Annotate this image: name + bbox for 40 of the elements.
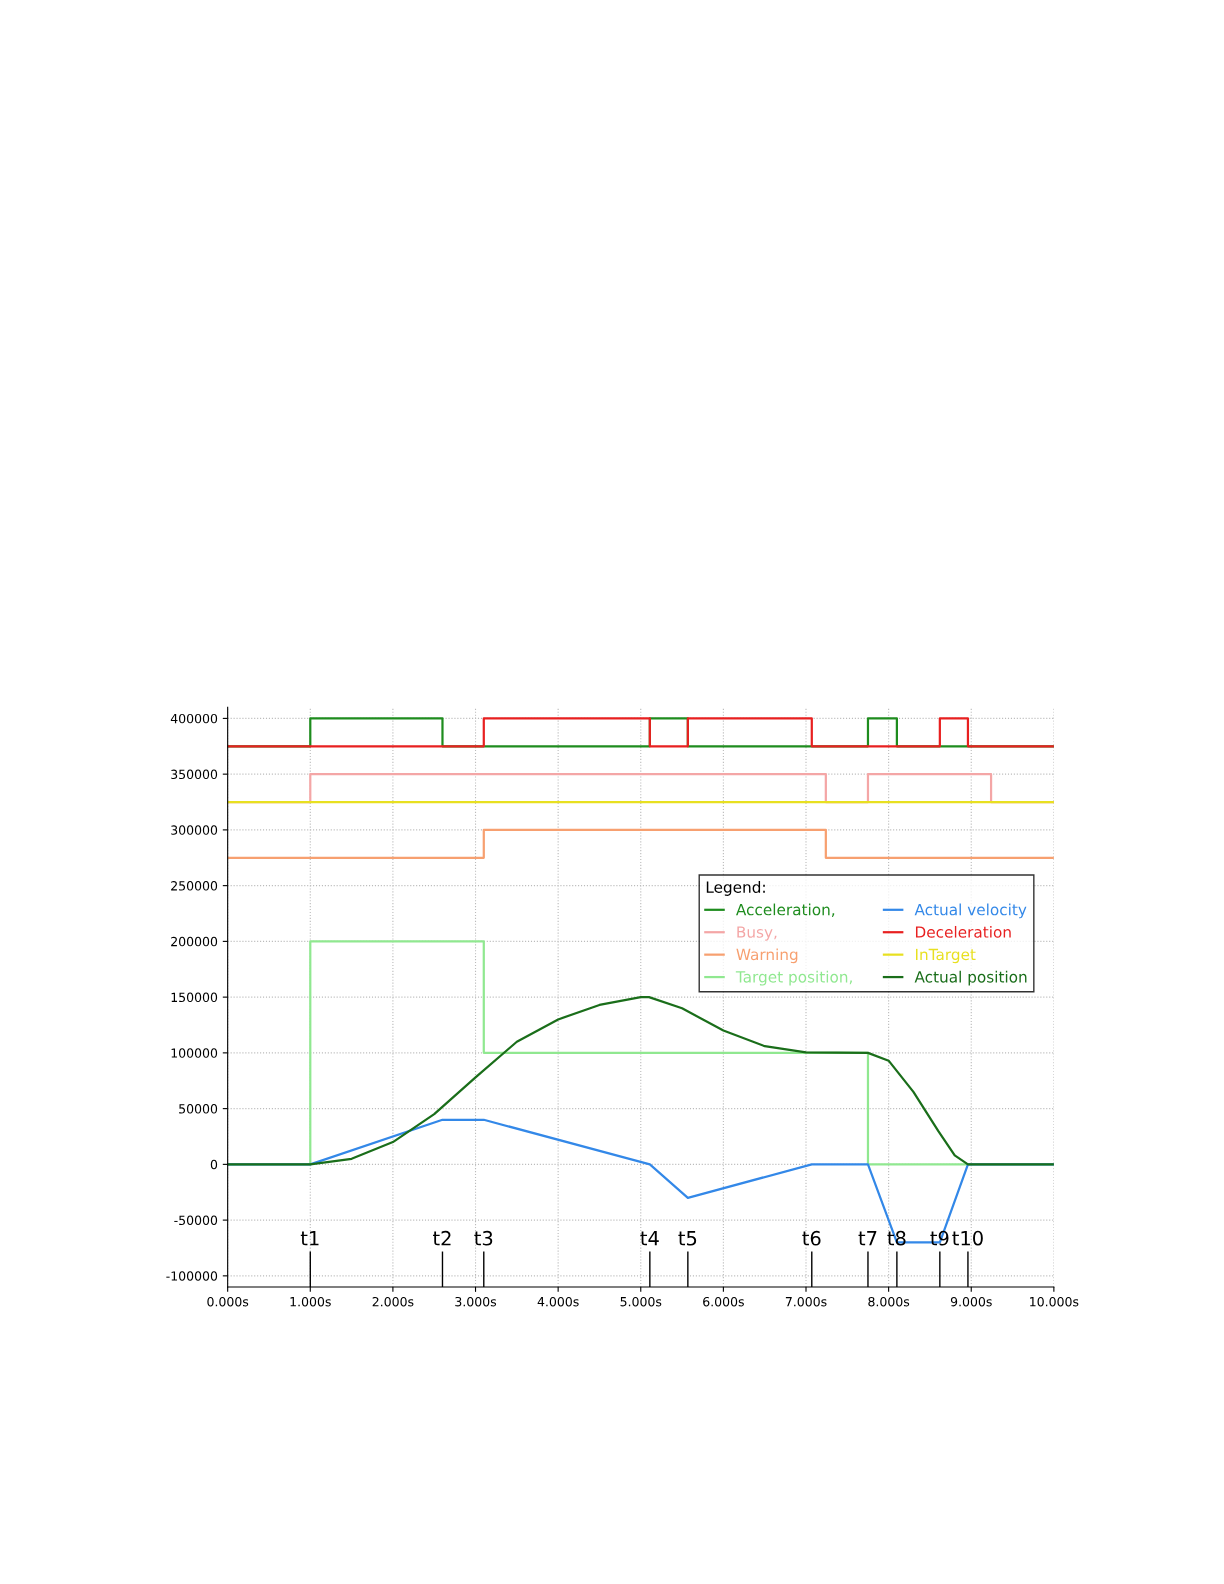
x-tick-label: 7.000s xyxy=(785,1296,827,1307)
x-tick-label: 6.000s xyxy=(703,1296,744,1307)
x-tick-label: 10.000s xyxy=(1030,1296,1079,1307)
ref-line-label: t2 xyxy=(433,1230,451,1246)
x-tick-label: 4.000s xyxy=(537,1296,579,1307)
x-tick-label: 8.000s xyxy=(868,1296,910,1307)
legend-label: Deceleration xyxy=(915,925,1011,938)
x-tick-label: 0.000s xyxy=(207,1296,249,1307)
y-tick-label: 350000 xyxy=(171,769,218,780)
y-tick-label: -50000 xyxy=(174,1215,218,1226)
ref-line-label: t10 xyxy=(952,1230,983,1246)
legend-label: InTarget xyxy=(915,948,976,964)
legend-label: Busy, xyxy=(737,926,777,941)
x-tick-label: 3.000s xyxy=(455,1296,497,1307)
y-tick-label: 300000 xyxy=(171,825,218,835)
ref-line-label: t3 xyxy=(474,1230,493,1246)
legend-label: Target position, xyxy=(735,970,852,986)
y-tick-label: 100000 xyxy=(171,1048,218,1058)
y-tick-label: 250000 xyxy=(171,881,218,891)
legend-label: Actual velocity xyxy=(914,903,1027,919)
legend-title: Legend: xyxy=(706,881,765,896)
line-series xyxy=(227,996,1054,1166)
ref-line-label: t7 xyxy=(858,1231,877,1246)
x-tick-label: 9.000s xyxy=(950,1296,992,1307)
legend-label: Actual position xyxy=(914,970,1027,986)
y-tick-label: 150000 xyxy=(171,992,218,1003)
x-tick-label: 5.000s xyxy=(620,1296,662,1307)
ref-line-label: t1 xyxy=(300,1231,319,1246)
y-tick-label: 0 xyxy=(210,1159,218,1170)
x-tick-label: 1.000s xyxy=(290,1296,331,1307)
y-tick-label: -100000 xyxy=(166,1271,218,1281)
y-tick-label: 400000 xyxy=(170,713,218,724)
legend-label: Acceleration, xyxy=(736,903,835,917)
x-tick-label: 2.000s xyxy=(372,1296,414,1307)
ref-line-label: t6 xyxy=(802,1230,821,1246)
ref-line-label: t5 xyxy=(678,1231,697,1246)
y-tick-label: 50000 xyxy=(179,1104,218,1114)
ref-line-label: t4 xyxy=(640,1231,659,1246)
y-tick-label: 200000 xyxy=(171,936,218,947)
legend-label: Warning xyxy=(736,948,798,964)
